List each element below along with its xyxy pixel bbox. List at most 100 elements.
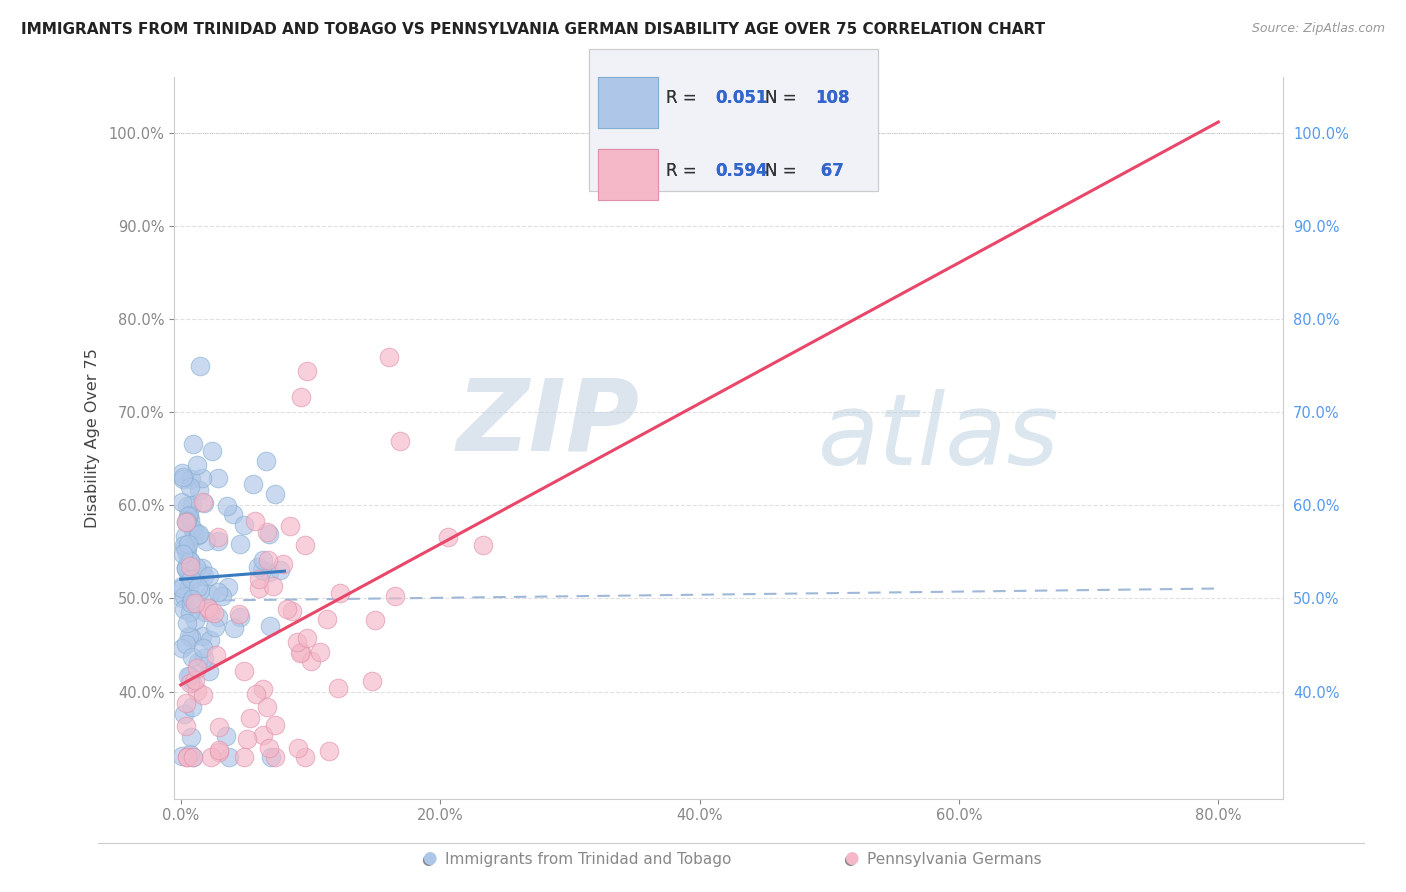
Point bbox=[174, 636, 197, 650]
Text: N =: N = bbox=[765, 89, 803, 107]
Point bbox=[179, 579, 201, 593]
Point bbox=[318, 744, 340, 758]
Point bbox=[188, 526, 211, 541]
Point bbox=[236, 731, 259, 746]
Point bbox=[245, 687, 267, 701]
Point bbox=[173, 540, 195, 554]
Text: 0.594: 0.594 bbox=[716, 161, 768, 179]
Point bbox=[179, 629, 201, 643]
Point bbox=[252, 552, 274, 566]
Point bbox=[198, 664, 221, 678]
Text: R =: R = bbox=[665, 161, 702, 179]
Point bbox=[187, 483, 209, 497]
Point bbox=[170, 579, 193, 593]
Point bbox=[242, 477, 264, 491]
Point bbox=[176, 615, 198, 630]
Point bbox=[177, 508, 200, 523]
Point bbox=[257, 553, 280, 567]
Point bbox=[170, 495, 193, 509]
Point bbox=[179, 558, 201, 573]
Point bbox=[263, 487, 285, 501]
Point bbox=[174, 515, 197, 529]
Point bbox=[257, 740, 280, 755]
Text: atlas: atlas bbox=[817, 389, 1059, 486]
Point bbox=[172, 591, 194, 606]
Point bbox=[176, 499, 198, 513]
FancyBboxPatch shape bbox=[598, 149, 658, 200]
Text: R =: R = bbox=[665, 89, 702, 107]
Point bbox=[198, 586, 221, 600]
Point bbox=[181, 749, 204, 764]
Point bbox=[180, 730, 202, 744]
Point bbox=[180, 700, 202, 714]
Point bbox=[173, 602, 195, 616]
Point bbox=[207, 533, 229, 548]
Point bbox=[181, 437, 204, 451]
FancyBboxPatch shape bbox=[598, 149, 658, 200]
Point bbox=[174, 696, 197, 710]
Point bbox=[173, 706, 195, 721]
Point bbox=[193, 495, 215, 509]
Point bbox=[328, 681, 350, 695]
Point bbox=[176, 562, 198, 576]
Point bbox=[170, 748, 193, 763]
Point bbox=[207, 609, 229, 624]
Point bbox=[263, 749, 285, 764]
Point bbox=[252, 681, 274, 696]
Point bbox=[215, 729, 238, 743]
Text: N =: N = bbox=[765, 161, 803, 179]
Point bbox=[329, 586, 352, 600]
Point bbox=[243, 514, 266, 528]
Point bbox=[181, 521, 204, 535]
Point bbox=[187, 655, 209, 669]
Point bbox=[299, 654, 322, 668]
Point bbox=[224, 621, 246, 635]
Point bbox=[217, 580, 239, 594]
Point bbox=[184, 673, 207, 688]
Point bbox=[180, 630, 202, 644]
Point bbox=[191, 629, 214, 643]
Point bbox=[181, 649, 204, 664]
Point bbox=[176, 749, 198, 764]
Text: ●  Pennsylvania Germans: ● Pennsylvania Germans bbox=[844, 852, 1042, 867]
Point bbox=[187, 580, 209, 594]
Point bbox=[186, 559, 208, 574]
Text: R =: R = bbox=[665, 161, 702, 179]
Point bbox=[193, 569, 215, 583]
Text: 108: 108 bbox=[815, 89, 849, 107]
Point bbox=[208, 745, 231, 759]
Text: 0.594: 0.594 bbox=[716, 161, 768, 179]
Point bbox=[271, 558, 294, 572]
Point bbox=[208, 720, 231, 734]
Text: N =: N = bbox=[765, 161, 803, 179]
Point bbox=[170, 641, 193, 656]
Point bbox=[202, 606, 225, 620]
Point bbox=[180, 573, 202, 587]
Point bbox=[188, 583, 211, 598]
Point bbox=[198, 569, 221, 583]
Point bbox=[191, 561, 214, 575]
Point bbox=[218, 749, 240, 764]
Point bbox=[181, 498, 204, 512]
Point bbox=[183, 528, 205, 542]
Point bbox=[187, 528, 209, 542]
Text: ●: ● bbox=[844, 849, 858, 867]
Point bbox=[173, 538, 195, 552]
Text: N =: N = bbox=[765, 89, 803, 107]
Point bbox=[176, 541, 198, 556]
Point bbox=[269, 563, 291, 577]
Text: R =: R = bbox=[665, 89, 702, 107]
Text: Source: ZipAtlas.com: Source: ZipAtlas.com bbox=[1251, 22, 1385, 36]
Point bbox=[472, 538, 495, 552]
Point bbox=[184, 525, 207, 540]
Point bbox=[173, 529, 195, 543]
Point bbox=[264, 718, 287, 732]
Point bbox=[295, 631, 318, 645]
Point bbox=[204, 620, 226, 634]
Point bbox=[170, 582, 193, 596]
Point bbox=[186, 683, 208, 698]
Point bbox=[308, 644, 330, 658]
Text: 67: 67 bbox=[815, 161, 844, 179]
Point bbox=[247, 572, 270, 586]
Point bbox=[186, 458, 208, 472]
